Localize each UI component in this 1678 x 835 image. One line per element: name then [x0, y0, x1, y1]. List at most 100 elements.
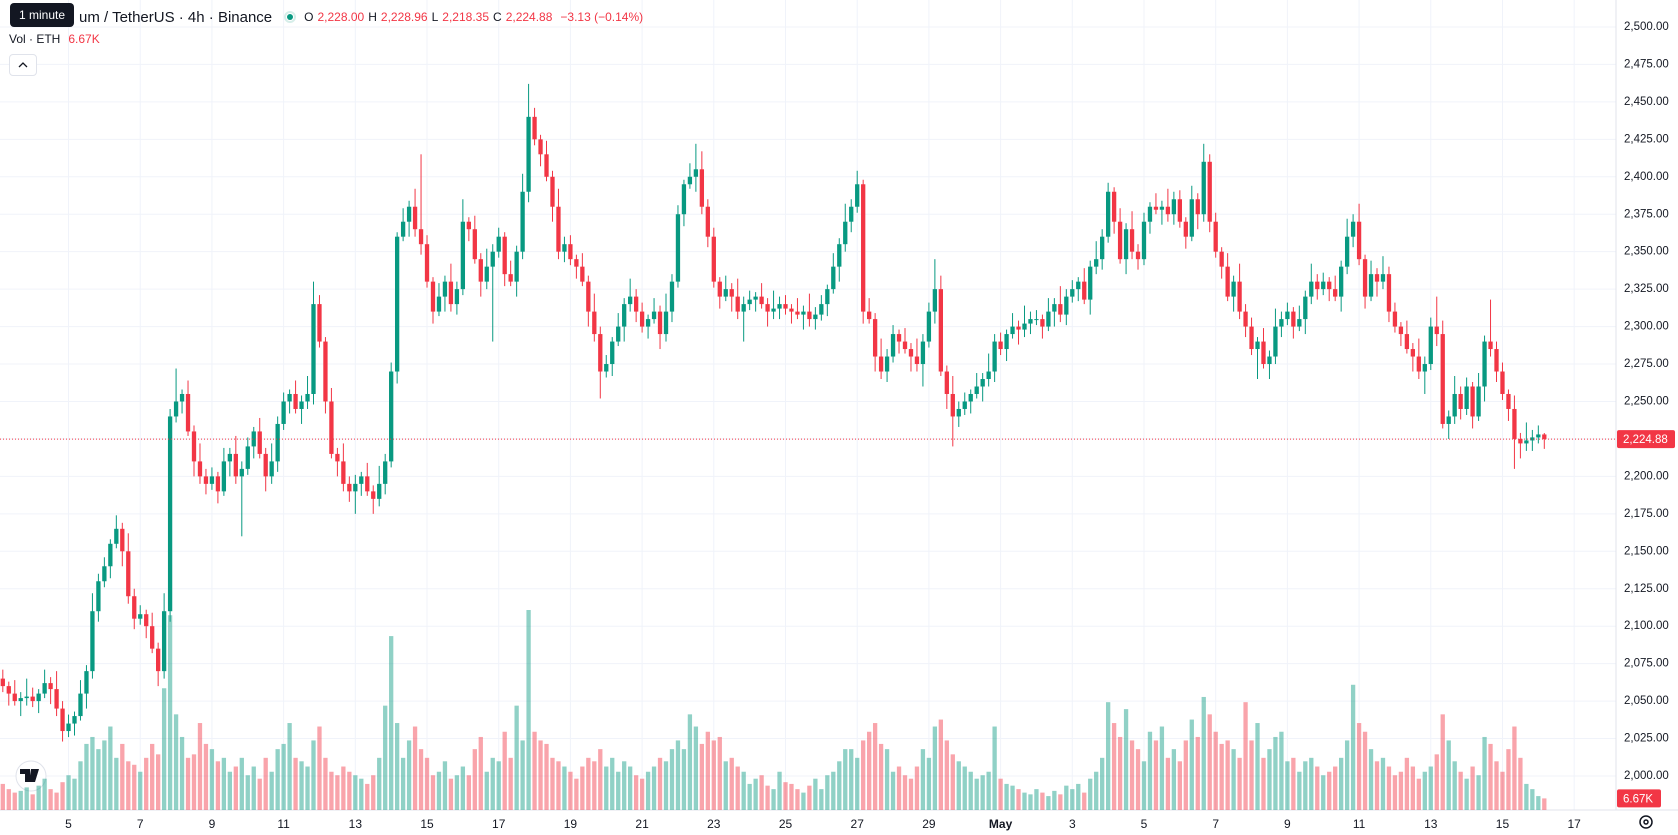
volume-bar	[580, 766, 585, 810]
volume-bar	[1303, 761, 1308, 810]
high-label: H	[368, 10, 377, 24]
candle-body	[1141, 221, 1147, 260]
volume-bar	[783, 782, 788, 810]
candle-body	[496, 236, 501, 252]
volume-bar	[681, 749, 687, 810]
candle-body	[526, 116, 531, 192]
candle-body	[293, 393, 298, 409]
market-status[interactable]	[284, 11, 297, 23]
candle-body	[108, 543, 113, 567]
volume-bar	[938, 719, 944, 810]
y-tick-label: 2,150.00	[1624, 545, 1669, 557]
volume-bar	[604, 766, 609, 810]
volume-bar	[1177, 761, 1182, 810]
volume-bar	[759, 775, 764, 810]
chevron-icon	[18, 62, 28, 68]
volume-bar	[592, 761, 597, 810]
volume-bar	[986, 771, 991, 810]
candle-body	[502, 236, 507, 275]
candle-body	[1488, 341, 1493, 350]
candle-body	[1374, 274, 1380, 282]
volume-bar	[1416, 778, 1421, 810]
y-tick-label: 2,275.00	[1624, 358, 1669, 370]
volume-bar	[1428, 766, 1433, 810]
volume-bar	[1279, 731, 1284, 810]
volume-bar	[1321, 775, 1326, 810]
candle-body	[209, 476, 215, 484]
candle-body	[986, 371, 991, 380]
volume-bar	[227, 771, 233, 810]
candle-body	[1058, 304, 1063, 315]
candle-body	[651, 311, 657, 320]
volume-bar	[1135, 749, 1141, 810]
volume-bar	[1506, 749, 1511, 810]
candle-body	[687, 176, 693, 185]
candle-body	[126, 551, 131, 597]
candle-body	[299, 401, 304, 409]
candle-body	[699, 169, 705, 207]
volume-bar	[735, 766, 740, 810]
candle-body	[1458, 393, 1463, 409]
volume-bar	[932, 726, 938, 810]
candle-body	[663, 311, 669, 335]
y-tick-label: 2,000.00	[1624, 770, 1669, 782]
volume-bar	[1482, 736, 1487, 810]
candle-body	[1380, 274, 1386, 282]
x-tick-label: 15	[1496, 817, 1510, 831]
volume-bar	[1542, 798, 1547, 810]
volume-bar	[1082, 792, 1087, 810]
volume-bar	[1129, 740, 1135, 810]
volume-legend: Vol · ETH 6.67K	[9, 32, 100, 46]
volume-bar	[741, 771, 746, 810]
volume-bar	[1052, 790, 1057, 810]
interval-tooltip: 1 minute	[10, 3, 75, 27]
candle-body	[1129, 229, 1135, 252]
candle-body	[777, 304, 782, 309]
candle-body	[394, 236, 400, 372]
volume-bar	[1022, 792, 1027, 810]
candle-body	[1428, 326, 1433, 365]
volume-bar	[1105, 702, 1111, 810]
volume-bar	[42, 778, 47, 810]
volume-bar	[622, 761, 627, 810]
candle-body	[1344, 236, 1350, 267]
volume-bar	[1446, 740, 1451, 810]
candle-body	[867, 311, 872, 320]
candle-body	[161, 611, 167, 672]
candle-body	[0, 678, 5, 687]
volume-bar	[1297, 771, 1302, 810]
volume-bar	[251, 766, 256, 810]
volume-bar	[275, 749, 280, 810]
candle-body	[938, 289, 944, 372]
settings-icon[interactable]	[1639, 815, 1653, 829]
candle-body	[1225, 266, 1230, 297]
candle-body	[1440, 334, 1445, 424]
candle-body	[944, 371, 949, 394]
candle-body	[48, 683, 53, 690]
volume-bar	[359, 778, 364, 810]
volume-bar	[1165, 757, 1171, 810]
candle-body	[1279, 319, 1284, 327]
low-value: 2,218.35	[442, 10, 490, 24]
y-tick-label: 2,500.00	[1624, 21, 1669, 33]
candle-body	[490, 251, 495, 267]
volume-bar	[586, 757, 591, 810]
y-tick-label: 2,475.00	[1624, 58, 1669, 70]
candle-body	[442, 281, 448, 297]
candle-body	[825, 289, 830, 305]
volume-bar	[520, 740, 525, 810]
candle-body	[1046, 311, 1051, 327]
volume-bar	[837, 761, 842, 810]
volume-bar	[1219, 743, 1224, 810]
volume-bar	[78, 761, 83, 810]
volume-bar	[562, 766, 567, 810]
collapse-button[interactable]	[9, 54, 37, 76]
candle-body	[693, 169, 699, 177]
x-tick-label: 11	[1353, 817, 1366, 831]
candle-body	[257, 431, 262, 454]
volume-bar	[293, 757, 298, 810]
candle-body	[114, 528, 119, 544]
volume-bar	[878, 743, 884, 810]
candle-body	[992, 341, 997, 372]
